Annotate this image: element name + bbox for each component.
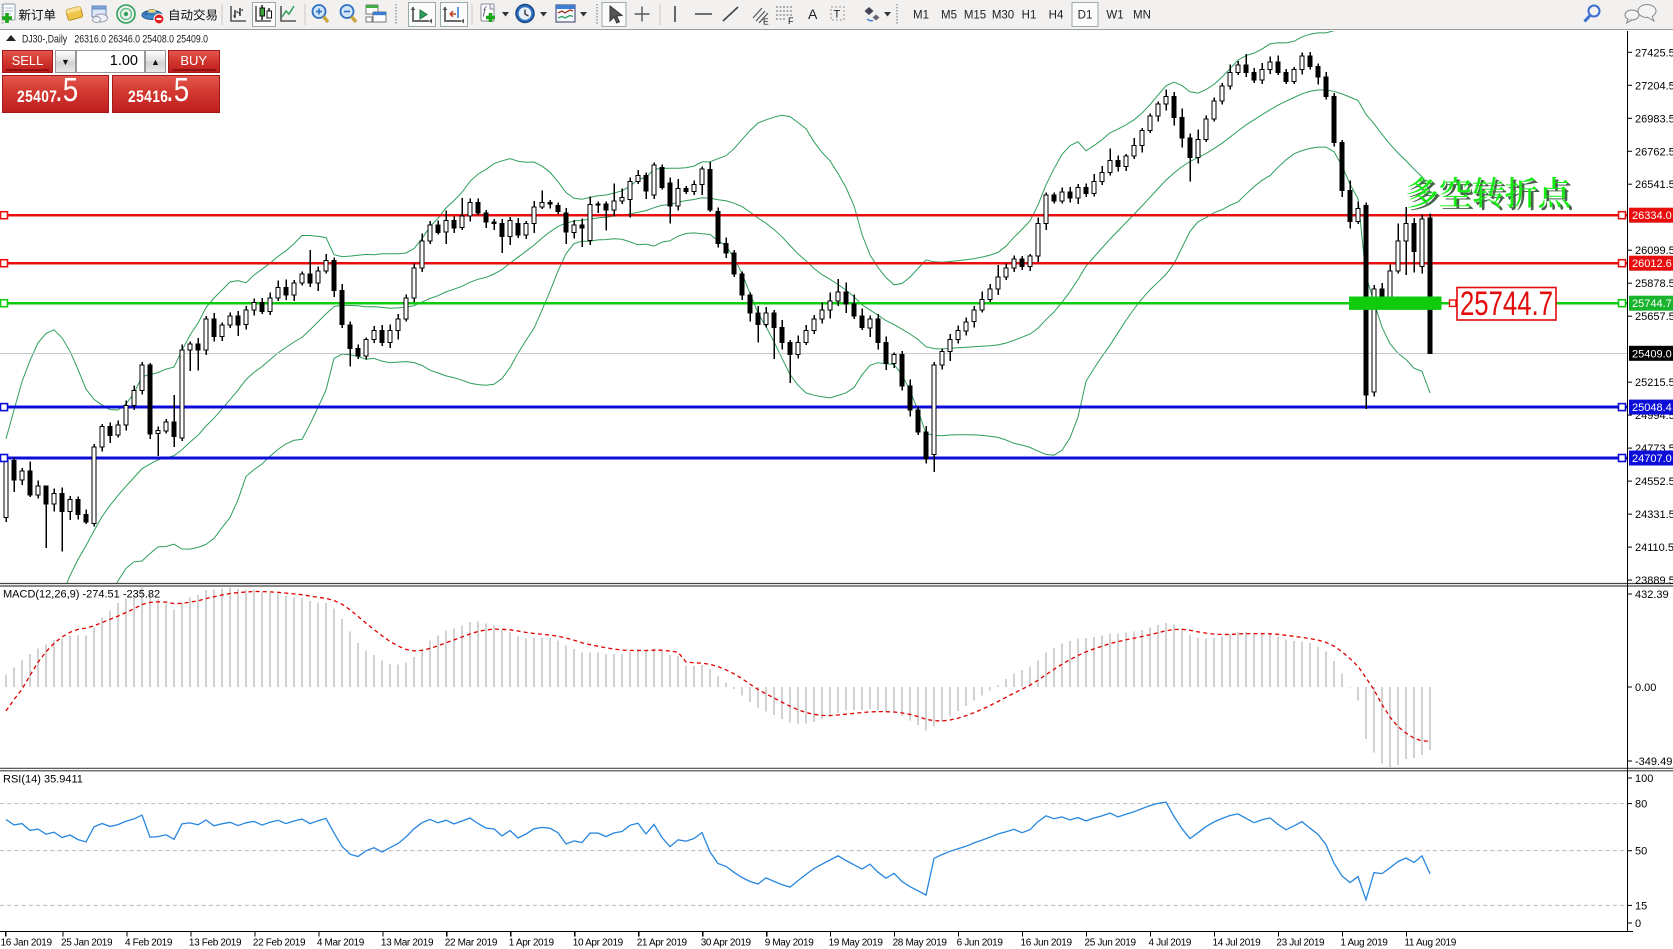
- svg-text:13 Mar 2019: 13 Mar 2019: [381, 938, 434, 949]
- svg-text:25409.0: 25409.0: [1632, 348, 1672, 360]
- svg-text:9 May 2019: 9 May 2019: [765, 938, 815, 949]
- svg-text:25744.7: 25744.7: [1632, 298, 1672, 310]
- svg-text:26762.5: 26762.5: [1635, 146, 1673, 158]
- svg-text:M1: M1: [913, 10, 929, 22]
- svg-text:28 May 2019: 28 May 2019: [893, 938, 948, 949]
- svg-text:24707.0: 24707.0: [1632, 453, 1672, 465]
- svg-text:MN: MN: [1133, 10, 1151, 22]
- svg-text:E: E: [763, 17, 769, 27]
- svg-text:W1: W1: [1106, 10, 1123, 22]
- svg-text:M30: M30: [992, 10, 1014, 22]
- svg-text:25 Jun 2019: 25 Jun 2019: [1085, 938, 1137, 949]
- svg-text:15: 15: [1635, 900, 1647, 912]
- svg-text:27204.5: 27204.5: [1635, 80, 1673, 92]
- svg-text:432.39: 432.39: [1635, 589, 1669, 601]
- svg-text:25 Jan 2019: 25 Jan 2019: [61, 938, 113, 949]
- svg-text:50: 50: [1635, 846, 1647, 858]
- svg-text:-349.49: -349.49: [1635, 756, 1672, 768]
- svg-text:26099.5: 26099.5: [1635, 245, 1673, 257]
- svg-text:13 Feb 2019: 13 Feb 2019: [189, 938, 242, 949]
- svg-text:26334.0: 26334.0: [1632, 210, 1672, 222]
- svg-text:23 Jul 2019: 23 Jul 2019: [1276, 938, 1325, 949]
- svg-text:24552.5: 24552.5: [1635, 476, 1673, 488]
- svg-text:f: f: [483, 6, 487, 17]
- svg-text:MACD(12,26,9) -274.51 -235.82: MACD(12,26,9) -274.51 -235.82: [3, 589, 160, 601]
- svg-text:22 Mar 2019: 22 Mar 2019: [445, 938, 498, 949]
- svg-text:22 Feb 2019: 22 Feb 2019: [253, 938, 306, 949]
- svg-text:0: 0: [1635, 918, 1641, 930]
- svg-text:1 Apr 2019: 1 Apr 2019: [509, 938, 555, 949]
- svg-text:11 Aug 2019: 11 Aug 2019: [1404, 938, 1456, 949]
- svg-text:21 Apr 2019: 21 Apr 2019: [637, 938, 688, 949]
- svg-text:A: A: [808, 6, 818, 22]
- svg-text:30 Apr 2019: 30 Apr 2019: [701, 938, 752, 949]
- svg-text:4 Feb 2019: 4 Feb 2019: [125, 938, 173, 949]
- svg-text:16 Jun 2019: 16 Jun 2019: [1021, 938, 1073, 949]
- svg-text:DJ30-,Daily 26316.0 26346.0: DJ30-,Daily 26316.0 26346.0 25408.0 2540…: [22, 34, 208, 46]
- svg-text:16 Jan 2019: 16 Jan 2019: [1, 938, 53, 949]
- svg-text:6 Jun 2019: 6 Jun 2019: [957, 938, 1004, 949]
- svg-text:4 Mar 2019: 4 Mar 2019: [317, 938, 365, 949]
- svg-text:26012.6: 26012.6: [1632, 258, 1672, 270]
- svg-text:25215.5: 25215.5: [1635, 377, 1673, 389]
- svg-text:26541.5: 26541.5: [1635, 179, 1673, 191]
- svg-text:27425.5: 27425.5: [1635, 47, 1673, 59]
- svg-text:25744.7: 25744.7: [1460, 285, 1553, 323]
- svg-text:H4: H4: [1049, 10, 1064, 22]
- svg-text:23889.5: 23889.5: [1635, 575, 1673, 587]
- svg-text:25048.4: 25048.4: [1632, 402, 1672, 414]
- svg-text:0.00: 0.00: [1635, 682, 1656, 694]
- svg-text:D1: D1: [1078, 10, 1093, 22]
- svg-text:F: F: [788, 16, 794, 26]
- svg-text:26983.5: 26983.5: [1635, 113, 1673, 125]
- svg-text:100: 100: [1635, 773, 1653, 785]
- svg-text:1 Aug 2019: 1 Aug 2019: [1340, 938, 1388, 949]
- svg-text:25878.5: 25878.5: [1635, 278, 1673, 290]
- svg-text:25657.5: 25657.5: [1635, 311, 1673, 323]
- svg-text:M15: M15: [964, 10, 986, 22]
- svg-text:4 Jul 2019: 4 Jul 2019: [1149, 938, 1192, 949]
- svg-text:24331.5: 24331.5: [1635, 509, 1673, 521]
- svg-text:19 May 2019: 19 May 2019: [829, 938, 884, 949]
- svg-text:24110.5: 24110.5: [1635, 542, 1673, 554]
- svg-text:H1: H1: [1022, 10, 1037, 22]
- svg-text:RSI(14) 35.9411: RSI(14) 35.9411: [3, 774, 83, 786]
- svg-text:10 Apr 2019: 10 Apr 2019: [573, 938, 624, 949]
- svg-text:80: 80: [1635, 799, 1647, 811]
- svg-text:T: T: [834, 9, 841, 21]
- svg-text:14 Jul 2019: 14 Jul 2019: [1213, 938, 1262, 949]
- svg-text:M5: M5: [941, 10, 957, 22]
